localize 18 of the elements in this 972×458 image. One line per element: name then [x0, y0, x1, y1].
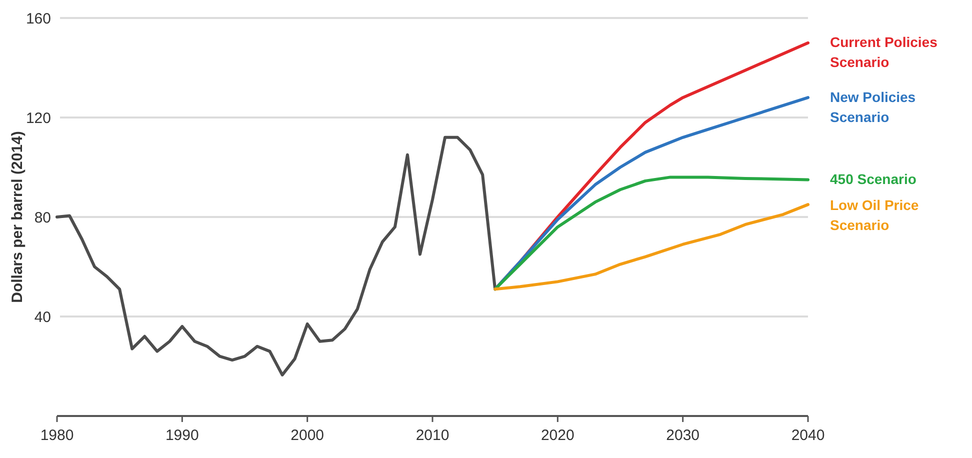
y-tick-label: 160	[26, 10, 51, 28]
x-tick-label: 2040	[791, 427, 825, 444]
line-series	[56, 136, 497, 376]
x-tick-label: 2020	[540, 427, 574, 444]
series-label: Low Oil Price Scenario	[830, 196, 919, 233]
y-tick-label: 80	[34, 209, 51, 226]
y-tick-label: 40	[34, 308, 51, 326]
x-tick-label: 2000	[290, 427, 324, 444]
x-tick-label: 1990	[165, 427, 199, 444]
y-tick-label: 120	[26, 110, 51, 127]
x-tick-label: 2010	[416, 427, 450, 444]
x-tick-label: 2030	[666, 427, 700, 444]
x-tick-label: 1980	[40, 427, 74, 444]
series-label: Current Policies Scenario	[830, 34, 938, 70]
series-label: 450 Scenario	[830, 170, 916, 187]
line-series	[494, 203, 810, 291]
series-label: New Policies Scenario	[830, 88, 916, 125]
y-axis-title: Dollars per barrel (2014)	[9, 131, 26, 303]
